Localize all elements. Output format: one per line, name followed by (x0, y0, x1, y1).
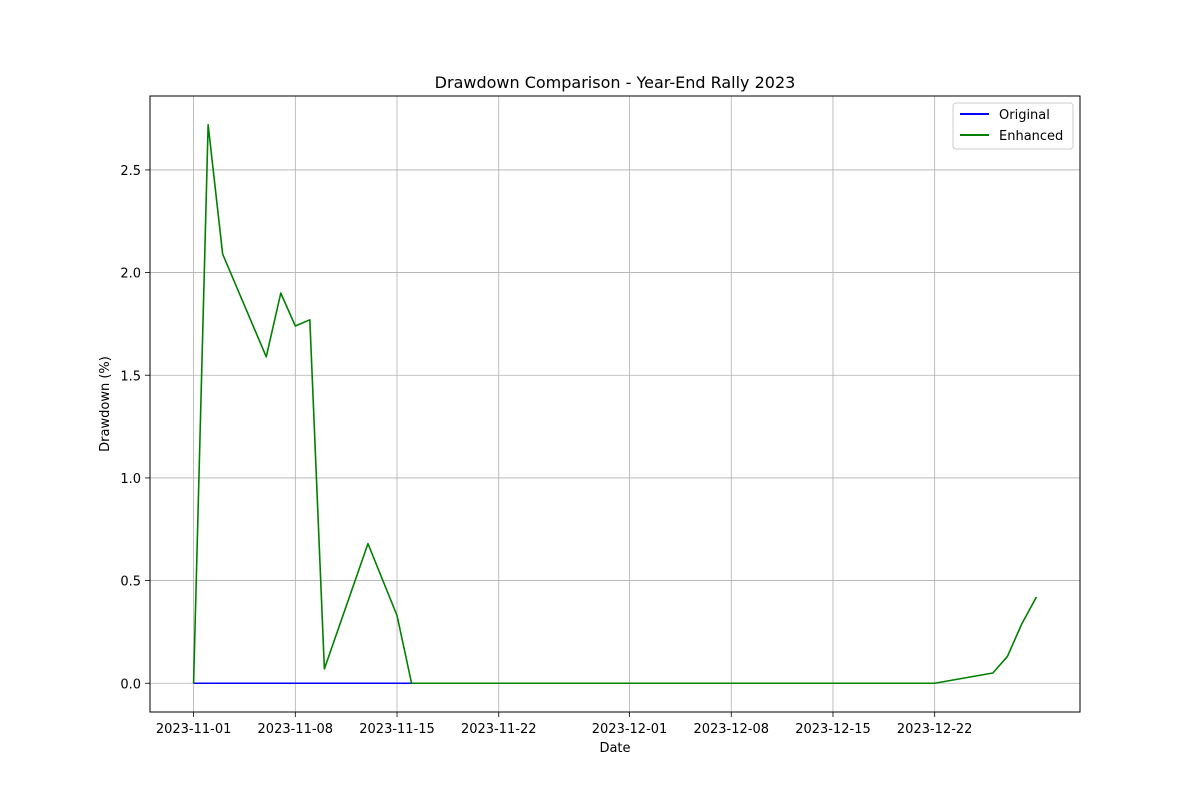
y-tick-label: 1.5 (120, 369, 141, 384)
y-tick-label: 2.0 (120, 267, 141, 282)
x-tick-label: 2023-11-08 (258, 722, 334, 737)
legend: Original Enhanced (952, 102, 1074, 150)
y-tick-label: 0.5 (120, 575, 141, 590)
legend-label-enhanced: Enhanced (999, 129, 1063, 144)
series-line-enhanced (192, 123, 1038, 685)
legend-label-original: Original (999, 108, 1050, 123)
x-tick-label: 2023-12-15 (795, 722, 871, 737)
y-tick-label: 0.0 (120, 677, 141, 692)
x-tick-label: 2023-12-08 (693, 722, 769, 737)
y-tick-label: 1.0 (120, 472, 141, 487)
x-tick-label: 2023-11-15 (359, 722, 435, 737)
x-tick-label: 2023-11-22 (461, 722, 537, 737)
chart-title: Drawdown Comparison - Year-End Rally 202… (435, 73, 796, 92)
x-axis-label: Date (599, 741, 630, 756)
y-tick-label: 2.5 (120, 164, 141, 179)
x-tick-label: 2023-12-22 (897, 722, 973, 737)
y-axis-label: Drawdown (%) (98, 356, 113, 452)
x-tick-label: 2023-12-01 (592, 722, 668, 737)
axis-ticks: 2023-11-01 2023-11-08 2023-11-15 2023-11-22… (120, 164, 972, 737)
series-lines (192, 123, 1038, 685)
x-tick-label: 2023-11-01 (156, 722, 232, 737)
plot-area-frame (149, 95, 1081, 713)
